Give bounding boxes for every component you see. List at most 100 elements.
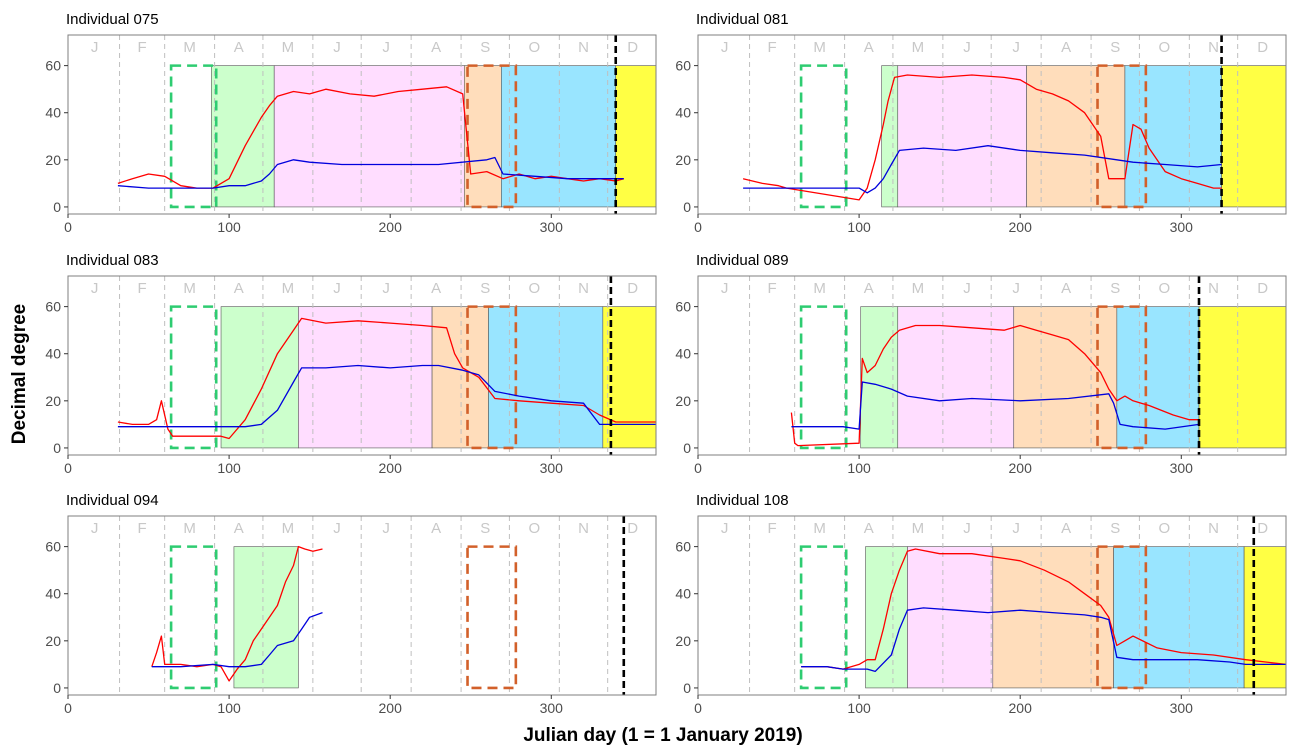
x-tick-label: 300 xyxy=(1170,460,1194,476)
month-letter: S xyxy=(1110,280,1120,297)
month-letter: J xyxy=(963,280,971,297)
y-tick-label: 20 xyxy=(45,633,61,649)
x-tick-label: 0 xyxy=(64,219,72,235)
x-tick-label: 100 xyxy=(847,700,871,716)
y-tick-label: 40 xyxy=(45,105,61,121)
month-letter: J xyxy=(721,280,729,297)
month-letter: M xyxy=(183,520,196,537)
panel-2: Individual 081 J F M A M J J A S O N D 0 20 40 60 0 100 200… xyxy=(675,11,1287,235)
month-letter: M xyxy=(813,280,826,297)
y-tick-label: 40 xyxy=(45,586,61,602)
month-letter: N xyxy=(578,39,589,56)
month-letter: O xyxy=(1159,520,1171,537)
y-tick-label: 0 xyxy=(53,680,61,696)
stage-cyan-rect xyxy=(1113,546,1245,689)
x-tick-label: 0 xyxy=(694,219,702,235)
x-tick-label: 0 xyxy=(694,460,702,476)
x-tick-label: 200 xyxy=(379,460,403,476)
series-lon-line xyxy=(117,364,656,428)
x-tick-label: 0 xyxy=(64,700,72,716)
month-letter: N xyxy=(578,520,589,537)
x-tick-label: 100 xyxy=(217,460,241,476)
y-tick-label: 60 xyxy=(45,299,61,315)
month-letter: M xyxy=(183,280,196,297)
series-lat-line xyxy=(151,545,323,682)
panel-title: Individual 089 xyxy=(696,252,789,269)
stage-cyan-rect xyxy=(501,65,617,208)
y-tick-label: 40 xyxy=(675,586,691,602)
stage-green-rect xyxy=(865,546,908,689)
panel-border xyxy=(67,34,657,215)
month-letter: J xyxy=(333,280,341,297)
y-tick-label: 40 xyxy=(675,105,691,121)
month-letter: D xyxy=(1257,280,1268,297)
month-letter: A xyxy=(431,280,441,297)
panel-title: Individual 108 xyxy=(696,492,789,509)
month-letter: A xyxy=(1061,39,1071,56)
x-tick-label: 300 xyxy=(540,219,564,235)
y-tick-label: 20 xyxy=(675,393,691,409)
month-letter: J xyxy=(382,520,390,537)
x-tick-label: 200 xyxy=(1009,219,1033,235)
month-letter: J xyxy=(333,39,341,56)
series-lat-line xyxy=(117,317,656,440)
y-tick-label: 0 xyxy=(683,440,691,456)
y-tick-label: 60 xyxy=(45,58,61,74)
month-letter: J xyxy=(963,520,971,537)
month-letter: F xyxy=(768,520,777,537)
month-letter: J xyxy=(721,39,729,56)
x-tick-label: 100 xyxy=(847,219,871,235)
dashed-box-green xyxy=(169,545,218,690)
stage-yellow-rect xyxy=(1198,306,1287,449)
dashed-box-green xyxy=(799,545,848,690)
stage-pink-rect xyxy=(907,546,994,689)
dashed-box-green xyxy=(799,64,848,209)
panel-6: Individual 108 J F M A M J J A S O N D 0 20 40 60 0 100 200… xyxy=(675,492,1287,716)
x-tick-label: 100 xyxy=(217,700,241,716)
stage-yellow-rect xyxy=(615,65,657,208)
x-tick-label: 0 xyxy=(694,700,702,716)
y-tick-label: 20 xyxy=(45,393,61,409)
panel-border xyxy=(697,275,1287,456)
month-letter: A xyxy=(1061,280,1071,297)
month-letter: M xyxy=(813,520,826,537)
month-letter: M xyxy=(912,280,925,297)
x-tick-label: 200 xyxy=(1009,460,1033,476)
series-lon-line xyxy=(117,156,624,189)
panel-title: Individual 094 xyxy=(66,492,159,509)
stage-cyan-rect xyxy=(488,306,604,449)
series-lat-line xyxy=(742,74,1222,201)
month-letter: J xyxy=(382,280,390,297)
series-lon-line xyxy=(801,607,1286,673)
month-letter: N xyxy=(578,280,589,297)
month-letter: J xyxy=(91,39,99,56)
month-letter: O xyxy=(529,280,541,297)
dashed-box-orange xyxy=(1096,305,1148,450)
month-letter: F xyxy=(768,280,777,297)
panel-border xyxy=(67,515,657,696)
month-letter: M xyxy=(912,520,925,537)
panel-title: Individual 081 xyxy=(696,11,789,28)
month-letter: N xyxy=(1208,520,1219,537)
month-letter: M xyxy=(183,39,196,56)
x-axis-title: Julian day (1 = 1 January 2019) xyxy=(523,725,802,746)
month-letter: A xyxy=(864,280,874,297)
y-tick-label: 0 xyxy=(53,440,61,456)
month-letter: F xyxy=(138,520,147,537)
x-tick-label: 100 xyxy=(847,460,871,476)
y-tick-label: 60 xyxy=(675,299,691,315)
stage-green-rect xyxy=(860,306,899,449)
x-tick-label: 300 xyxy=(1170,700,1194,716)
stage-peach-rect xyxy=(992,546,1114,689)
month-letter: D xyxy=(1257,39,1268,56)
y-axis-title: Decimal degree xyxy=(9,304,30,444)
month-letter: A xyxy=(234,280,244,297)
y-tick-label: 60 xyxy=(675,539,691,555)
panel-3: Individual 083 J F M A M J J A S O N D 0 20 40 60 0 100 200… xyxy=(45,252,657,476)
stage-peach-rect xyxy=(1013,306,1118,449)
month-letter: N xyxy=(1208,39,1219,56)
month-letter: J xyxy=(91,280,99,297)
y-tick-label: 60 xyxy=(45,539,61,555)
stage-cyan-rect xyxy=(1124,65,1222,208)
